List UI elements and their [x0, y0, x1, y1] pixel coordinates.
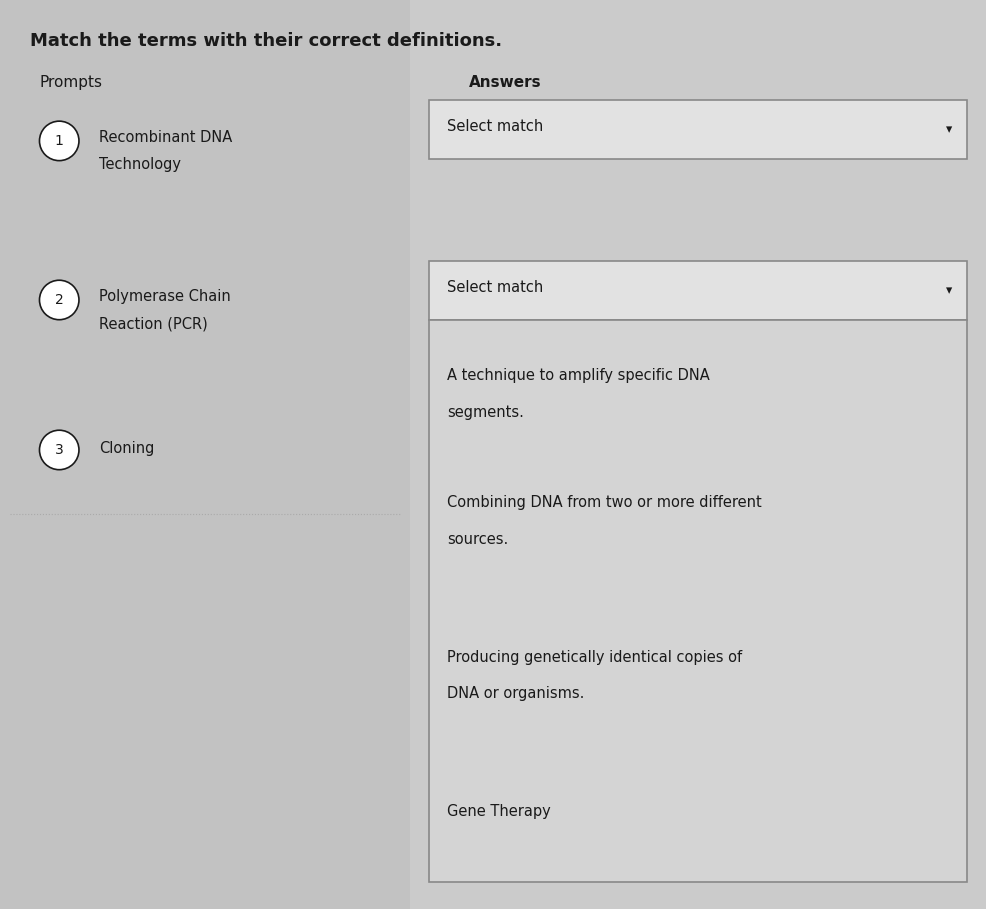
FancyBboxPatch shape	[429, 261, 966, 320]
Text: ▾: ▾	[946, 123, 951, 136]
Text: ▾: ▾	[946, 284, 951, 297]
Text: Polymerase Chain: Polymerase Chain	[99, 289, 230, 305]
Text: 1: 1	[55, 134, 63, 148]
Ellipse shape	[39, 121, 79, 161]
Text: Answers: Answers	[468, 75, 541, 90]
Ellipse shape	[39, 280, 79, 320]
FancyBboxPatch shape	[409, 0, 986, 909]
Text: Prompts: Prompts	[39, 75, 103, 90]
Text: Technology: Technology	[99, 157, 180, 173]
FancyBboxPatch shape	[0, 0, 409, 909]
Text: Reaction (PCR): Reaction (PCR)	[99, 316, 207, 332]
FancyBboxPatch shape	[429, 320, 966, 882]
Text: Select match: Select match	[447, 119, 543, 135]
Text: Recombinant DNA: Recombinant DNA	[99, 130, 232, 145]
FancyBboxPatch shape	[429, 100, 966, 159]
Text: Gene Therapy: Gene Therapy	[447, 804, 550, 820]
Text: Match the terms with their correct definitions.: Match the terms with their correct defin…	[30, 32, 501, 50]
Text: DNA or organisms.: DNA or organisms.	[447, 686, 584, 702]
Text: Select match: Select match	[447, 280, 543, 295]
Text: 3: 3	[55, 443, 63, 457]
Text: segments.: segments.	[447, 405, 524, 420]
Text: sources.: sources.	[447, 532, 508, 547]
Text: Cloning: Cloning	[99, 441, 154, 456]
Text: Combining DNA from two or more different: Combining DNA from two or more different	[447, 495, 761, 511]
Ellipse shape	[39, 430, 79, 470]
Text: 2: 2	[55, 293, 63, 307]
Text: A technique to amplify specific DNA: A technique to amplify specific DNA	[447, 368, 709, 384]
Text: Producing genetically identical copies of: Producing genetically identical copies o…	[447, 650, 741, 665]
